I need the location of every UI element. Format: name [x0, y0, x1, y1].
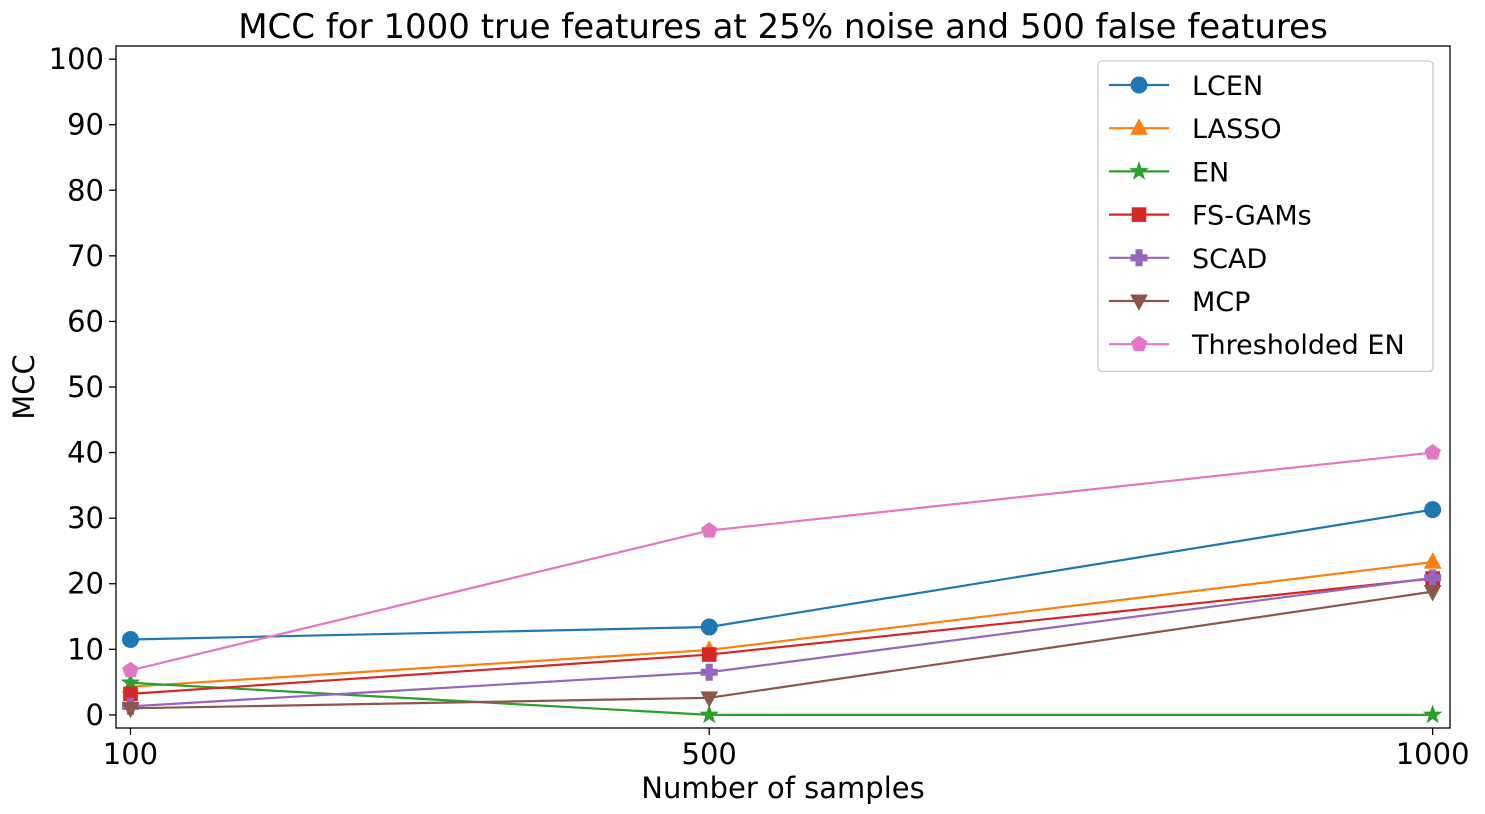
y-tick-label: 90	[67, 108, 104, 142]
series-en	[120, 672, 1443, 724]
legend-label: EN	[1192, 157, 1229, 188]
y-tick-label: 100	[49, 42, 104, 76]
data-point-lcen	[121, 630, 139, 648]
data-point-lcen	[1424, 501, 1442, 519]
data-point-thresholded-en	[701, 521, 718, 538]
x-tick-label: 100	[103, 737, 158, 771]
data-point-scad	[700, 663, 718, 681]
series-line-mcp	[130, 590, 1433, 710]
y-tick-label: 60	[67, 304, 104, 338]
legend-marker	[1130, 335, 1148, 352]
legend-item-fs-gams: FS-GAMs	[1109, 201, 1312, 232]
x-tick-label: 1000	[1396, 737, 1470, 771]
legend-label: SCAD	[1192, 244, 1267, 275]
x-axis-label: Number of samples	[641, 771, 924, 805]
data-point-thresholded-en	[122, 661, 139, 678]
y-tick-label: 40	[67, 436, 104, 470]
data-point-lasso	[1423, 552, 1442, 569]
series-line-thresholded-en	[130, 451, 1433, 672]
legend-label: MCP	[1192, 287, 1250, 318]
x-axis: 100 500 1000	[103, 728, 1470, 771]
legend-marker	[1130, 294, 1148, 311]
data-point-mcp	[121, 701, 140, 719]
legend-marker	[1129, 161, 1149, 180]
series-mcp	[121, 585, 1442, 719]
legend-item-thresholded-en: Thresholded EN	[1109, 330, 1405, 361]
legend-label: FS-GAMs	[1192, 201, 1312, 232]
data-point-mcp	[700, 691, 719, 708]
series-line-lasso	[130, 560, 1433, 688]
x-tick-label: 500	[682, 737, 737, 771]
y-axis-label: MCC	[7, 354, 41, 420]
legend: LCEN LASSO EN FS-GAMs SCAD MCP Thresholded EN	[1097, 60, 1434, 373]
data-point-fs-gams	[701, 647, 717, 662]
y-tick-label: 70	[67, 239, 104, 273]
data-point-en	[699, 704, 719, 724]
data-point-thresholded-en	[1424, 443, 1441, 460]
legend-item-mcp: MCP	[1109, 287, 1250, 318]
legend-item-scad: SCAD	[1109, 244, 1267, 275]
data-point-mcp	[1423, 585, 1442, 602]
legend-label: Thresholded EN	[1191, 330, 1405, 361]
legend-label: LCEN	[1192, 71, 1263, 102]
y-tick-label: 50	[67, 370, 104, 404]
legend-marker	[1130, 249, 1148, 267]
y-tick-label: 80	[67, 173, 104, 207]
series-lasso	[121, 552, 1442, 694]
data-point-en	[120, 672, 141, 692]
plot-area	[120, 443, 1443, 724]
data-point-lcen	[700, 618, 718, 636]
legend-label: LASSO	[1192, 114, 1282, 145]
legend-marker	[1130, 76, 1148, 94]
legend-marker	[1130, 118, 1148, 135]
y-axis: 0 10 20 30 40 50 60 70 80 90 100	[49, 42, 116, 732]
y-tick-label: 30	[67, 501, 104, 535]
series-lcen	[121, 501, 1442, 648]
legend-item-lasso: LASSO	[1109, 114, 1282, 145]
chart-title: MCC for 1000 true features at 25% noise …	[238, 7, 1328, 47]
legend-item-en: EN	[1109, 157, 1229, 188]
y-tick-label: 10	[67, 632, 104, 666]
legend-item-lcen: LCEN	[1109, 71, 1263, 102]
data-point-en	[1422, 704, 1443, 724]
y-tick-label: 0	[86, 698, 104, 732]
series-thresholded-en	[122, 443, 1441, 678]
legend-box	[1097, 60, 1434, 373]
y-tick-label: 20	[67, 567, 104, 601]
legend-marker	[1131, 207, 1147, 222]
